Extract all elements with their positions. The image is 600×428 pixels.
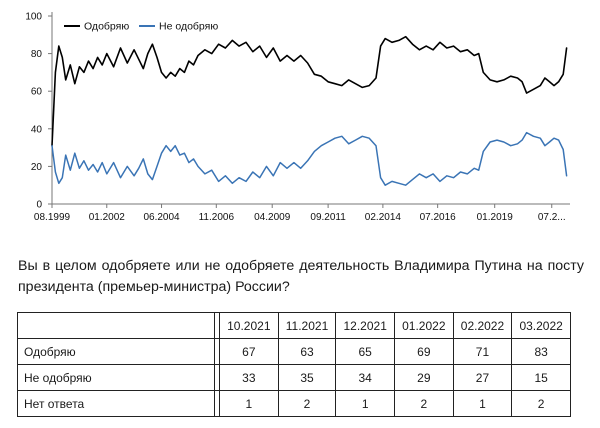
series-layer — [51, 35, 568, 186]
chart-legend: Одобряю Не одобряю — [64, 21, 218, 33]
y-axis: 0 20 40 60 80 100 — [25, 12, 53, 211]
x-tick-label: 11.2006 — [199, 212, 235, 223]
table-cell: 71 — [452, 338, 513, 365]
x-tick-label: 02.2014 — [365, 212, 402, 223]
table-cell-gap — [214, 390, 220, 417]
x-tick-label: 06.2004 — [143, 212, 180, 223]
table-cell: 27 — [452, 364, 513, 391]
table-cell: 69 — [394, 338, 454, 365]
x-tick-label: 09.2011 — [310, 212, 346, 223]
x-tick-label: 07.2016 — [420, 212, 457, 223]
table-cell: 34 — [335, 364, 395, 391]
table-cell: 29 — [394, 364, 454, 391]
table-header-date: 02.2022 — [452, 312, 513, 339]
y-tick-label: 20 — [31, 162, 43, 173]
table-header-date: 10.2021 — [219, 312, 279, 339]
y-tick-label: 60 — [31, 87, 43, 98]
table-cell: 63 — [277, 338, 337, 365]
table-row: Одобряю 67 63 65 69 71 83 — [17, 338, 571, 365]
table-cell: 2 — [394, 390, 454, 417]
x-tick-label: 08.1999 — [34, 212, 71, 223]
survey-results-table: 10.2021 11.2021 12.2021 01.2022 02.2022 … — [17, 312, 571, 417]
x-tick-label: 01.2019 — [477, 212, 514, 223]
y-tick-label: 40 — [31, 124, 43, 135]
series-line — [51, 35, 568, 147]
table-header-date: 01.2022 — [394, 312, 454, 339]
table-cell: 83 — [511, 338, 571, 365]
table-header-blank — [17, 312, 215, 339]
row-label: Не одобряю — [17, 364, 215, 391]
table-cell: 33 — [219, 364, 279, 391]
legend-label: Одобряю — [84, 21, 129, 33]
x-axis: 08.1999 01.2002 06.2004 11.2006 04.2009 09.20… — [34, 203, 570, 223]
survey-question: Вы в целом одобряете или не одобряете де… — [18, 258, 584, 295]
series-line — [51, 131, 568, 186]
table-header-date: 12.2021 — [335, 312, 395, 339]
table-cell: 67 — [219, 338, 279, 365]
table-header-row: 10.2021 11.2021 12.2021 01.2022 02.2022 … — [17, 312, 571, 339]
table-cell: 1 — [452, 390, 513, 417]
table-cell: 2 — [277, 390, 337, 417]
table-header-date: 03.2022 — [511, 312, 571, 339]
x-tick-label: 07.2... — [538, 212, 566, 223]
legend-label: Не одобряю — [159, 21, 218, 33]
table-row: Нет ответа 1 2 1 2 1 2 — [17, 390, 571, 417]
table-cell: 2 — [511, 390, 571, 417]
table-cell: 1 — [335, 390, 395, 417]
approval-line-chart: 0 20 40 60 80 100 08.1999 01.2002 06.2004 11.200… — [25, 12, 570, 223]
table-cell: 15 — [511, 364, 571, 391]
y-tick-label: 80 — [31, 49, 43, 60]
row-label: Одобряю — [17, 338, 215, 365]
table-header-date: 11.2021 — [277, 312, 337, 339]
y-tick-label: 0 — [36, 200, 42, 211]
x-tick-label: 01.2002 — [89, 212, 126, 223]
table-cell: 1 — [219, 390, 279, 417]
row-label: Нет ответа — [17, 390, 215, 417]
table-row: Не одобряю 33 35 34 29 27 15 — [17, 364, 571, 391]
y-tick-label: 100 — [25, 12, 42, 23]
x-tick-label: 04.2009 — [254, 212, 291, 223]
table-cell: 65 — [335, 338, 395, 365]
table-cell: 35 — [277, 364, 337, 391]
